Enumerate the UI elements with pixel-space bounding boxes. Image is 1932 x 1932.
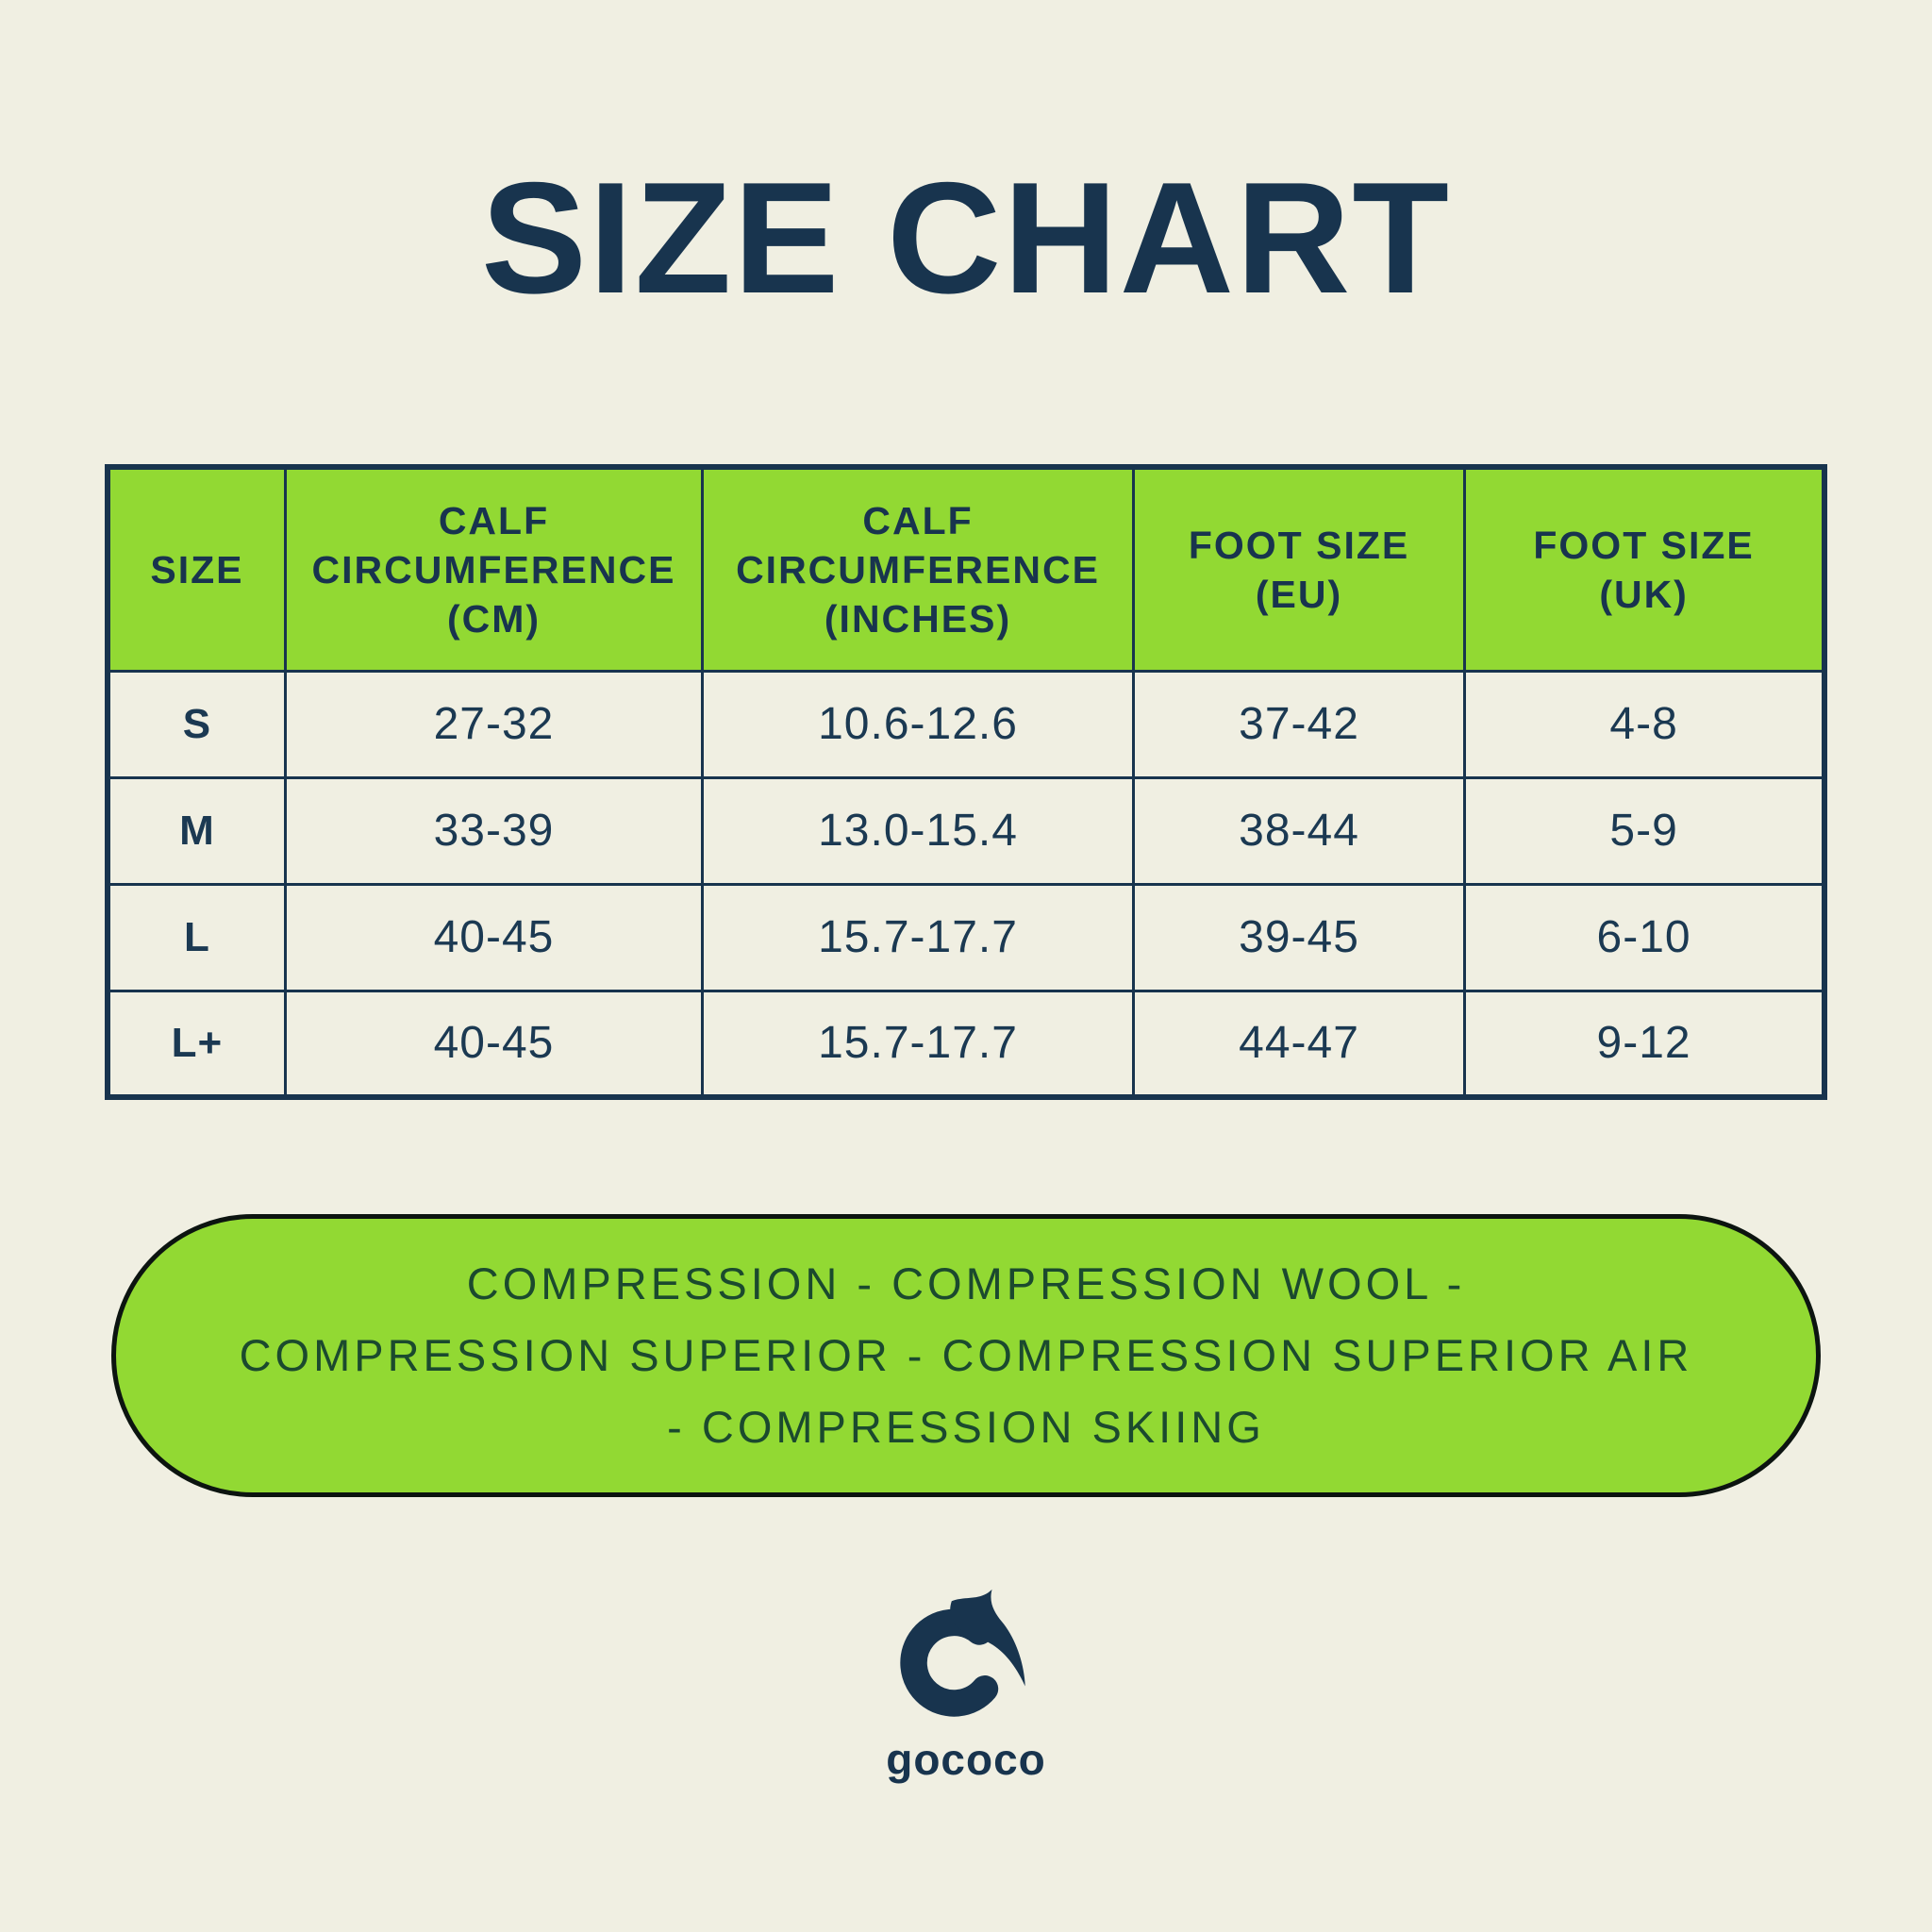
cell-size: L+ [106, 989, 287, 1099]
table-row: L 40-45 15.7-17.7 39-45 6-10 [106, 882, 1826, 992]
header-calf-cm: CALF CIRCUMFERENCE (CM) [283, 465, 705, 673]
cell-calf-cm: 33-39 [283, 775, 705, 886]
banner-line: COMPRESSION SUPERIOR - COMPRESSION SUPER… [239, 1330, 1693, 1380]
gococo-logo-icon [900, 1589, 1025, 1717]
cell-foot-eu: 44-47 [1131, 989, 1467, 1099]
table-row: L+ 40-45 15.7-17.7 44-47 9-12 [106, 989, 1826, 1099]
cell-foot-uk: 9-12 [1463, 989, 1826, 1099]
cell-calf-inches: 10.6-12.6 [701, 669, 1135, 779]
cell-foot-uk: 6-10 [1463, 882, 1826, 992]
header-size: SIZE [106, 465, 287, 673]
banner-line: - COMPRESSION SKIING [667, 1402, 1265, 1452]
cell-calf-inches: 15.7-17.7 [701, 989, 1135, 1099]
cell-foot-eu: 39-45 [1131, 882, 1467, 992]
header-foot-uk: FOOT SIZE (UK) [1463, 465, 1826, 673]
cell-calf-cm: 40-45 [283, 989, 705, 1099]
cell-calf-inches: 13.0-15.4 [701, 775, 1135, 886]
cell-foot-eu: 37-42 [1131, 669, 1467, 779]
brand-footer: gococo [0, 1587, 1932, 1785]
banner-line: COMPRESSION - COMPRESSION WOOL - [466, 1258, 1466, 1308]
cell-calf-cm: 27-32 [283, 669, 705, 779]
table-row: M 33-39 13.0-15.4 38-44 5-9 [106, 775, 1826, 886]
page-title: SIZE CHART [481, 149, 1451, 326]
size-table: SIZE CALF CIRCUMFERENCE (CM) CALF CIRCUM… [105, 464, 1827, 1100]
header-foot-eu: FOOT SIZE (EU) [1131, 465, 1467, 673]
cell-size: M [106, 775, 287, 886]
cell-size: S [106, 669, 287, 779]
cell-calf-inches: 15.7-17.7 [701, 882, 1135, 992]
cell-size: L [106, 882, 287, 992]
brand-name: gococo [886, 1735, 1046, 1784]
product-lines-banner: COMPRESSION - COMPRESSION WOOL - COMPRES… [111, 1214, 1821, 1497]
table-header-row: SIZE CALF CIRCUMFERENCE (CM) CALF CIRCUM… [106, 465, 1826, 673]
cell-foot-uk: 4-8 [1463, 669, 1826, 779]
table-row: S 27-32 10.6-12.6 37-42 4-8 [106, 669, 1826, 779]
cell-foot-uk: 5-9 [1463, 775, 1826, 886]
header-calf-inches: CALF CIRCUMFERENCE (INCHES) [701, 465, 1135, 673]
cell-calf-cm: 40-45 [283, 882, 705, 992]
cell-foot-eu: 38-44 [1131, 775, 1467, 886]
